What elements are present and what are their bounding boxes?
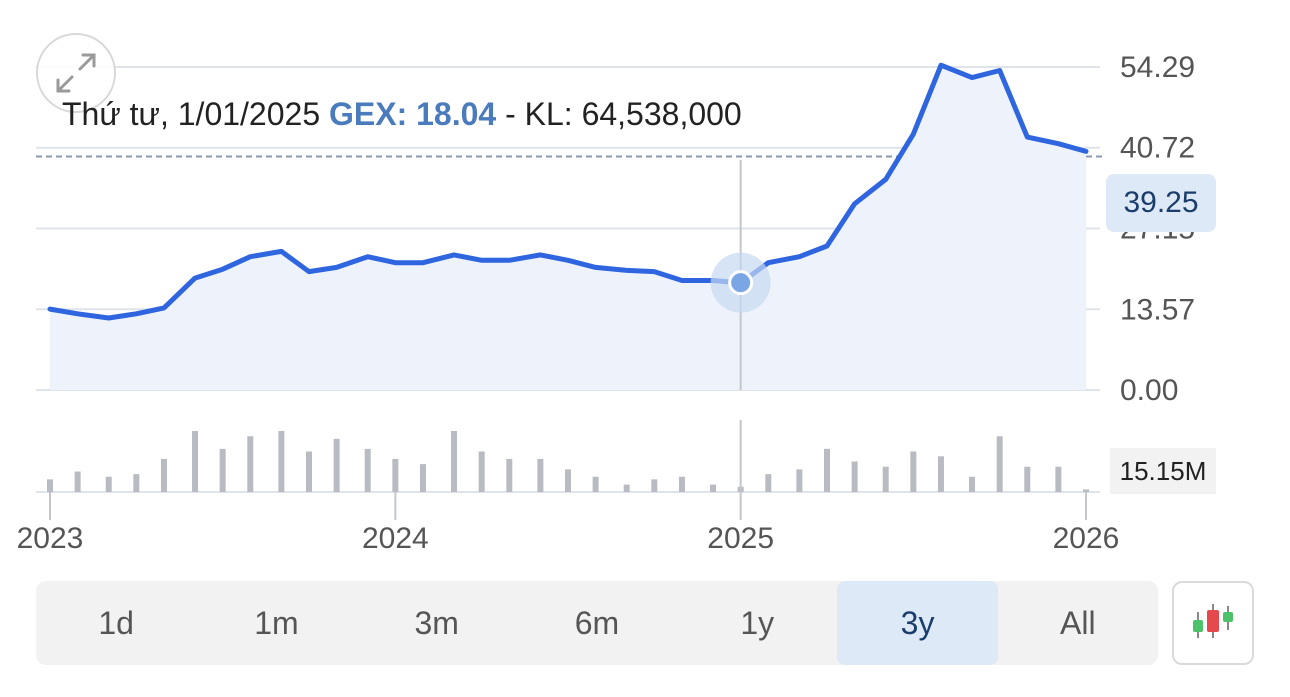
x-tick-label: 2024 — [362, 522, 429, 555]
volume-max-badge: 15.15M — [1110, 448, 1216, 494]
volume-bar — [333, 438, 340, 492]
range-button-1d[interactable]: 1d — [98, 604, 134, 641]
volume-bar — [565, 469, 571, 492]
price-tooltip: Thứ tư, 1/01/2025 GEX: 18.04 - KL: 64,53… — [62, 96, 742, 133]
volume-bar — [47, 479, 53, 492]
volume-bar — [219, 448, 226, 492]
volume-bar — [824, 448, 830, 492]
volume-bar — [996, 436, 1003, 492]
volume-bar — [910, 451, 917, 492]
volume-bar — [937, 456, 944, 492]
x-tick-label: 2026 — [1053, 522, 1120, 555]
volume-bar — [1083, 489, 1089, 492]
volume-bar — [105, 476, 112, 492]
range-button-1m[interactable]: 1m — [254, 604, 299, 641]
candlestick-icon — [1193, 604, 1233, 638]
range-button-3m[interactable]: 3m — [414, 604, 459, 641]
tooltip-ticker-value: GEX: 18.04 — [329, 96, 497, 132]
volume-bar — [1055, 466, 1062, 492]
volume-bar — [851, 461, 858, 492]
volume-bar — [364, 448, 371, 492]
x-axis: 2023 2024 2025 2026 — [17, 492, 1120, 555]
volume-bar — [160, 458, 167, 492]
tooltip-date: Thứ tư, 1/01/2025 — [62, 96, 321, 132]
tooltip-volume: - KL: 64,538,000 — [505, 96, 742, 132]
volume-bar — [451, 431, 458, 492]
volume-bar — [506, 458, 513, 492]
x-tick-label: 2025 — [707, 522, 774, 555]
volume-bar — [1024, 466, 1031, 492]
y-tick-label: 54.29 — [1120, 51, 1195, 84]
current-price-badge: 39.25 — [1106, 174, 1216, 232]
x-tick-label: 2023 — [17, 522, 84, 555]
volume-bar — [419, 464, 426, 492]
y-tick-label: 40.72 — [1120, 132, 1195, 165]
volume-bar — [765, 474, 772, 492]
range-button-3y[interactable]: 3y — [837, 581, 998, 665]
range-button-1y[interactable]: 1y — [740, 604, 775, 641]
volume-bar — [592, 476, 599, 492]
volume-bar — [192, 431, 199, 492]
volume-bar — [278, 431, 285, 492]
volume-bar — [306, 451, 312, 492]
volume-bar — [969, 476, 976, 492]
expand-icon — [56, 53, 96, 93]
time-range-selector: 1d 1m 3m 6m 1y 3y All — [36, 581, 1158, 665]
expand-button[interactable] — [36, 33, 116, 113]
volume-bar — [796, 469, 803, 492]
volume-bar — [710, 484, 717, 492]
volume-bar — [623, 484, 630, 492]
volume-bar — [537, 458, 544, 492]
highlight-marker — [710, 252, 771, 313]
range-button-all[interactable]: All — [1060, 604, 1096, 641]
price-area — [50, 65, 1086, 390]
price-series-line — [47, 62, 1089, 321]
volume-bar — [651, 479, 658, 492]
volume-bar — [74, 471, 81, 492]
price-line — [47, 62, 1089, 321]
y-tick-label: 13.57 — [1120, 293, 1195, 326]
volume-bar — [392, 458, 399, 492]
highlight-point — [728, 270, 754, 296]
range-button-6m[interactable]: 6m — [574, 604, 620, 641]
volume-bar — [678, 476, 685, 492]
volume-bars — [36, 431, 1100, 493]
volume-bar — [247, 436, 254, 492]
volume-bar — [882, 466, 889, 492]
y-tick-label: 0.00 — [1120, 374, 1178, 407]
candlestick-toggle-button[interactable] — [1172, 581, 1254, 665]
volume-bar — [478, 451, 485, 492]
price-area-fill — [50, 65, 1086, 390]
volume-bar — [133, 474, 140, 492]
